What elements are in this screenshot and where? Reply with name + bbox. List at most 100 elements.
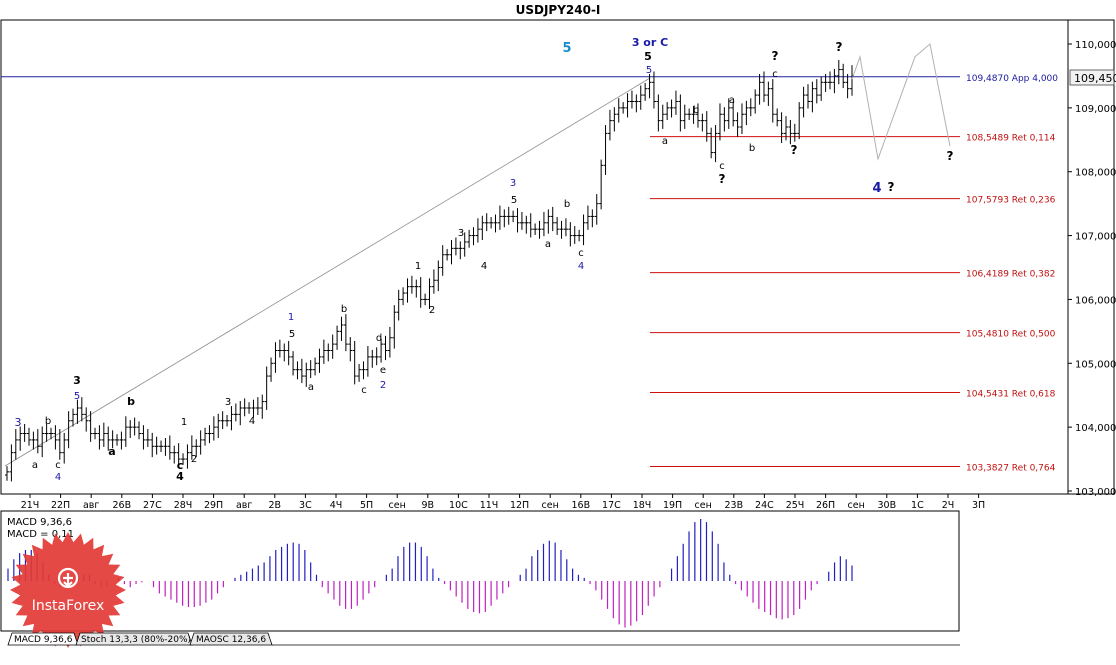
indicator-tab-macd[interactable]: MACD 9,36,6 [7, 632, 79, 646]
time-tick-label: сен [542, 500, 559, 511]
time-tick-label: 24С [755, 500, 774, 511]
wave-label: ? [719, 172, 726, 186]
wave-label: b [127, 395, 135, 408]
forecast-path [851, 43, 951, 161]
indicator-value: MACD = 0,11 [7, 529, 74, 540]
instaforex-logo: InstaForex [10, 532, 126, 648]
time-tick-label: 12П [510, 500, 529, 511]
time-tick-label: 9В [422, 500, 435, 511]
wave-label: 4 [249, 416, 255, 427]
wave-label: 2 [429, 305, 435, 316]
fib-level-label: 105,4810 Ret 0,500 [966, 330, 1056, 340]
time-tick-label: 11Ч [480, 500, 499, 511]
wave-label: ? [791, 143, 798, 157]
wave-label: c [55, 460, 61, 471]
wave-label: 4 [872, 181, 881, 196]
wave-label: c [719, 161, 725, 172]
indicator-panel-border [0, 510, 960, 632]
time-tick-label: 5П [360, 500, 373, 511]
wave-label: b [45, 416, 51, 427]
wave-label: 3 [15, 416, 22, 429]
time-tick-label: 1С [911, 500, 924, 511]
time-tick-label: 26П [816, 500, 835, 511]
wave-label: a [32, 460, 38, 471]
indicator-name: MACD 9,36,6 [7, 517, 72, 528]
time-tick-label: 21Ч [21, 500, 40, 511]
fib-level-label: 106,4189 Ret 0,382 [966, 270, 1055, 280]
macd-histogram [7, 519, 853, 628]
time-tick-label: 18Ч [633, 500, 652, 511]
price-tick-label: 103,000 [1075, 487, 1116, 498]
time-tick-label: сен [848, 500, 865, 511]
time-tick-label: 22П [51, 500, 70, 511]
indicator-tab-stoch[interactable]: Stoch 13,3,3 (80%-20%) [75, 632, 193, 646]
time-tick-label: сен [695, 500, 712, 511]
wave-label: 4 [55, 472, 61, 483]
time-tick-label: 10С [449, 500, 468, 511]
wave-label: c [177, 459, 184, 472]
time-tick-label: авг [83, 500, 99, 511]
wave-label: a [308, 382, 314, 393]
indicator-tab-stoch-label: Stoch 13,3,3 (80%-20%) [81, 635, 191, 645]
wave-label: 3 [73, 374, 81, 387]
time-tick-label: 2Ч [942, 500, 955, 511]
wave-label: 3 [510, 178, 516, 189]
time-tick-label: 2В [269, 500, 282, 511]
time-tick-label: 27С [143, 500, 162, 511]
wave-label: c [772, 69, 778, 80]
wave-label: 5 [646, 65, 652, 76]
indicator-tab-maosc-label: MAOSC 12,36,6 [196, 635, 266, 645]
indicator-tab-maosc[interactable]: MAOSC 12,36,6 [189, 632, 273, 646]
time-tick-label: 30В [877, 500, 896, 511]
price-tick-label: 107,000 [1075, 232, 1116, 243]
trend-line [4, 77, 651, 467]
time-tick-label: 26В [112, 500, 131, 511]
wave-label: 5 [511, 195, 517, 206]
price-tick-label: 106,000 [1075, 295, 1116, 306]
fib-level-label: 107,5793 Ret 0,236 [966, 196, 1056, 206]
wave-label: a [108, 445, 115, 458]
wave-label: 1 [288, 312, 294, 323]
time-axis: 21Ч 22П авг 26В 27С 28Ч 29П авг 2В 3С 4Ч 5П сен 9В 10С… [21, 494, 985, 511]
wave-label: b [341, 304, 347, 315]
fib-level-label: 104,5431 Ret 0,618 [966, 389, 1056, 399]
time-tick-label: 4Ч [330, 500, 343, 511]
fib-level-label: 103,3827 Ret 0,764 [966, 464, 1056, 474]
logo-brand-text: InstaForex [32, 598, 105, 614]
price-tick-label: 109,000 [1075, 104, 1116, 115]
chart-title: USDJPY240-I [516, 3, 601, 17]
indicator-tabs: MACD 9,36,6 Stoch 13,3,3 (80%-20%) MAOSC… [0, 631, 960, 646]
time-tick-label: авг [236, 500, 252, 511]
time-tick-label: 28Ч [174, 500, 193, 511]
wave-label: a [662, 136, 668, 147]
wave-label: 4 [176, 470, 184, 483]
forecast-line [851, 43, 951, 161]
price-axis: 110,000 109,000 108,000 107,000 106,000 105,0… [1068, 40, 1116, 498]
wave-label: b [564, 199, 570, 210]
wave-label: 5 [644, 50, 652, 63]
fibonacci-levels: 109,4870 App 4,000 108,5489 Ret 0,114 107,… [1, 74, 1058, 474]
time-tick-label: 3П [972, 500, 985, 511]
price-bars [5, 59, 854, 482]
price-tick-label: 108,000 [1075, 168, 1116, 179]
wave-label: 3 [225, 397, 231, 408]
wave-label: 1 [181, 417, 187, 428]
wave-label: ? [947, 149, 954, 163]
fib-level-label: 109,4870 App 4,000 [966, 74, 1058, 84]
wave-label: 5 [289, 329, 295, 340]
wave-label: a [545, 239, 551, 250]
wave-label: 3 or C [632, 36, 668, 49]
wave-label: 4 [481, 261, 487, 272]
time-tick-label: сен [389, 500, 406, 511]
price-tick-label: 104,000 [1075, 423, 1116, 434]
current-price-label: 109,450 [1074, 72, 1116, 85]
time-tick-label: 16В [571, 500, 590, 511]
time-tick-label: 3С [299, 500, 312, 511]
current-price-box [1069, 69, 1115, 86]
wave-label: c [578, 248, 584, 259]
wave-label: b [693, 105, 699, 116]
wave-label: c [361, 385, 367, 396]
